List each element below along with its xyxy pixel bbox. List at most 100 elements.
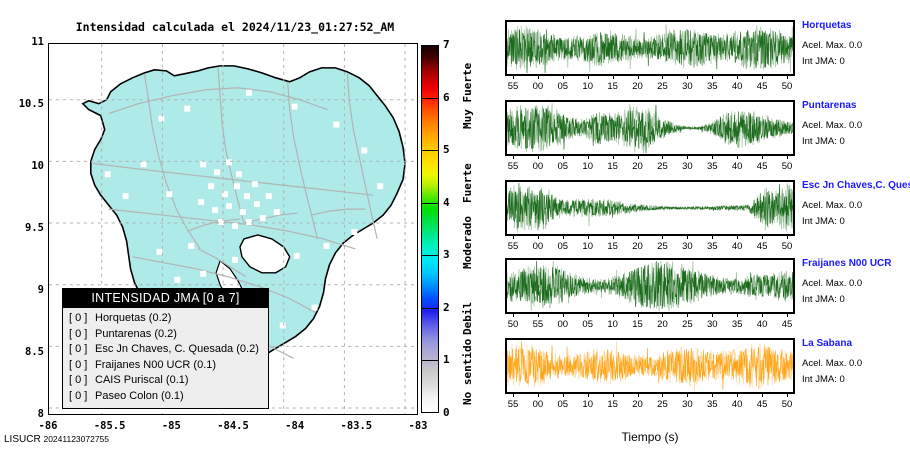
time-tick-mark <box>637 155 639 159</box>
legend-entry-label: Fraijanes N00 UCR (0.1) <box>95 358 217 371</box>
lat-tick-label: 10 <box>31 160 44 172</box>
time-tick-mark <box>662 75 664 79</box>
time-tick-label: 10 <box>607 319 618 330</box>
time-tick-label: 45 <box>756 81 768 92</box>
legend-entry-level: [ 0 ] <box>69 389 88 402</box>
time-tick-label: 40 <box>731 81 743 92</box>
colorbar-tick-mark <box>421 97 439 99</box>
time-tick-label: 10 <box>582 161 593 172</box>
time-tick-mark <box>687 313 689 317</box>
time-tick-mark <box>513 155 514 159</box>
time-tick-label: 50 <box>507 319 519 330</box>
time-tick-mark <box>537 393 539 397</box>
seismogram-time-axis: 50 55 00 05 10 15 20 25 30 35 40 45 <box>505 313 795 332</box>
time-tick-label: 05 <box>582 319 593 330</box>
time-tick-label: 45 <box>781 319 793 330</box>
station-jma-intensity: Int JMA: 0 <box>802 216 845 227</box>
seismogram-plot[interactable] <box>505 20 795 76</box>
time-tick-mark <box>662 155 664 159</box>
time-tick-mark <box>587 235 589 239</box>
lon-tick-label: -84 <box>285 420 305 432</box>
lon-tick-label: -85 <box>161 420 181 432</box>
station-max-acceleration: Acel. Max. 0.0 <box>802 120 863 131</box>
time-tick-label: 00 <box>532 161 544 172</box>
lon-tick-label: -84.5 <box>217 420 249 432</box>
legend-entry-list: [ 0 ] Horquetas (0.2) [ 0 ] Puntarenas (0.2… <box>63 308 268 408</box>
time-tick-label: 00 <box>532 399 544 410</box>
time-tick-mark <box>662 393 664 397</box>
time-tick-label: 50 <box>781 161 793 172</box>
time-tick-label: 25 <box>657 81 668 92</box>
footer-org: LISUCR <box>4 434 41 445</box>
map-panel: Intensidad calculada el 2024/11/23_01:27… <box>18 20 428 432</box>
time-tick-label: 10 <box>582 399 593 410</box>
time-tick-label: 35 <box>731 319 743 330</box>
time-tick-label: 20 <box>632 241 643 252</box>
time-tick-mark <box>513 313 514 317</box>
seismogram-plot[interactable] <box>505 100 795 156</box>
time-tick-mark <box>562 313 564 317</box>
station-jma-intensity: Int JMA: 0 <box>802 56 845 67</box>
time-tick-label: 15 <box>607 81 618 92</box>
station-name[interactable]: Horquetas <box>802 20 852 31</box>
colorbar-tick-label: 6 <box>443 90 450 104</box>
time-tick-label: 25 <box>657 399 668 410</box>
time-tick-label: 40 <box>731 241 743 252</box>
time-tick-mark <box>612 313 614 317</box>
time-tick-mark <box>762 235 764 239</box>
time-tick-mark <box>737 313 739 317</box>
legend-entry-label: CAIS Puriscal (0.1) <box>95 374 189 386</box>
colorbar-tick-mark <box>421 150 439 152</box>
seismogram-trace-svg <box>507 340 793 392</box>
station-max-acceleration: Acel. Max. 0.0 <box>802 358 863 369</box>
time-tick-mark <box>637 393 639 397</box>
time-tick-mark <box>612 155 614 159</box>
time-axis-label: Tiempo (s) <box>621 430 679 444</box>
time-tick-label: 45 <box>756 399 768 410</box>
time-tick-mark <box>637 75 639 79</box>
time-tick-label: 20 <box>632 161 643 172</box>
time-tick-label: 00 <box>557 319 569 330</box>
time-tick-mark <box>687 155 689 159</box>
lat-tick-label: 10.5 <box>18 98 44 110</box>
time-tick-label: 25 <box>657 241 668 252</box>
time-tick-label: 55 <box>507 81 519 92</box>
seismogram-panel: 55 00 05 10 15 20 25 30 35 40 45 50 Horquetas Acel. M… <box>470 0 910 460</box>
legend-entry: [ 0 ] Fraijanes N00 UCR (0.1) <box>63 358 268 374</box>
colorbar-tick-label: 7 <box>443 38 450 51</box>
time-tick-label: 20 <box>632 81 643 92</box>
page-title: Intensidad calculada el 2024/11/23_01:27… <box>75 20 395 34</box>
time-tick-label: 35 <box>706 241 718 252</box>
time-tick-mark <box>687 75 689 79</box>
seismogram-plot[interactable] <box>505 338 795 394</box>
time-tick-mark <box>737 155 739 159</box>
time-tick-mark <box>562 393 564 397</box>
time-tick-mark <box>513 235 514 239</box>
colorbar-tick-mark <box>421 307 439 309</box>
time-tick-mark <box>712 155 714 159</box>
colorbar-tick-label: 2 <box>443 300 450 314</box>
time-tick-mark <box>537 313 539 317</box>
legend-entry-level: [ 0 ] <box>69 374 88 386</box>
seismogram-trace-primary <box>507 182 793 229</box>
legend-entry-level: [ 0 ] <box>69 358 88 371</box>
time-tick-mark <box>612 393 614 397</box>
time-tick-mark <box>562 235 564 239</box>
time-tick-mark <box>712 235 714 239</box>
time-tick-label: 55 <box>507 161 519 172</box>
time-tick-label: 35 <box>706 399 718 410</box>
legend-entry-label: Esc Jn Chaves, C. Quesada (0.2) <box>95 343 259 355</box>
time-tick-label: 20 <box>632 399 643 410</box>
station-name[interactable]: Puntarenas <box>802 100 857 111</box>
time-tick-label: 35 <box>706 81 718 92</box>
station-name[interactable]: Esc Jn Chaves,C. Ques <box>802 180 910 191</box>
time-tick-mark <box>787 313 788 317</box>
seismogram-plot[interactable] <box>505 258 795 314</box>
station-name[interactable]: Fraijanes N00 UCR <box>802 258 892 269</box>
lon-tick-label: -86 <box>38 420 58 432</box>
station-name[interactable]: La Sabana <box>802 338 853 349</box>
time-tick-label: 55 <box>507 241 519 252</box>
time-tick-mark <box>787 393 788 397</box>
seismogram-plot[interactable] <box>505 180 795 236</box>
seismogram-time-axis: 55 00 05 10 15 20 25 30 35 40 45 50 <box>505 155 795 174</box>
